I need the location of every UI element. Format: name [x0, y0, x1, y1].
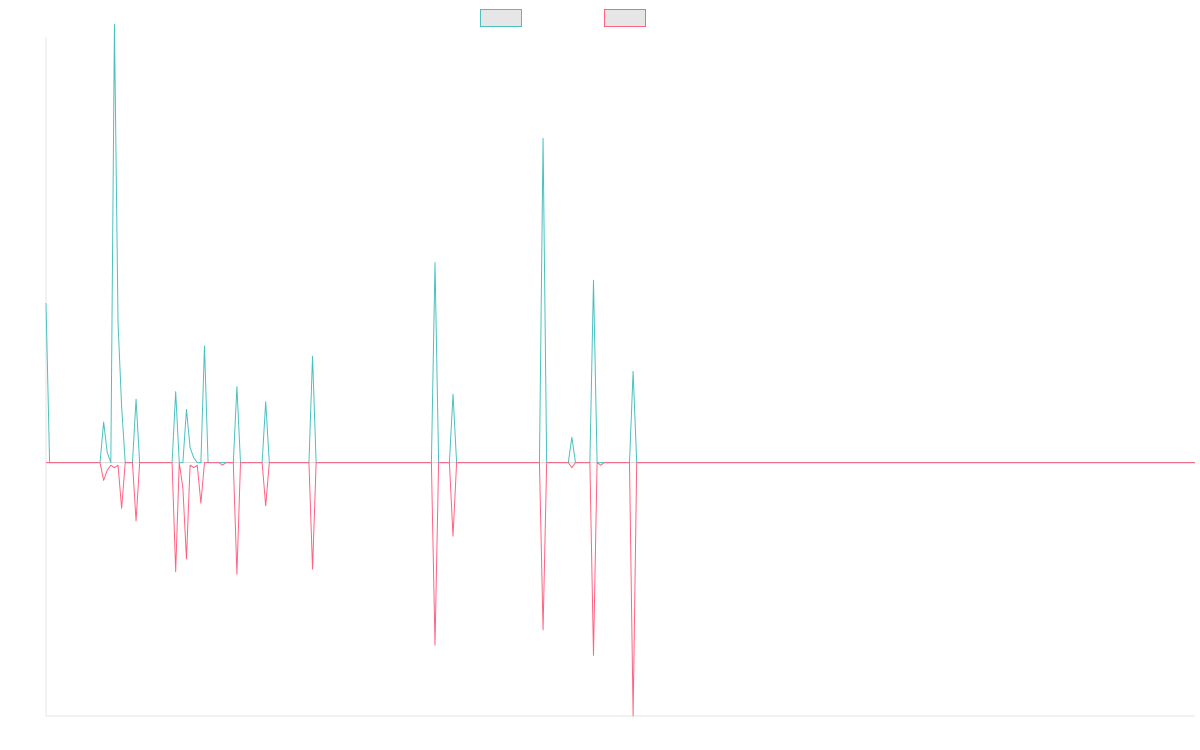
legend-swatch-series-1[interactable]: [480, 9, 522, 27]
legend-swatch-series-2[interactable]: [604, 9, 646, 27]
series-line-2: [46, 462, 1195, 717]
series-line-1: [45, 23, 1195, 464]
